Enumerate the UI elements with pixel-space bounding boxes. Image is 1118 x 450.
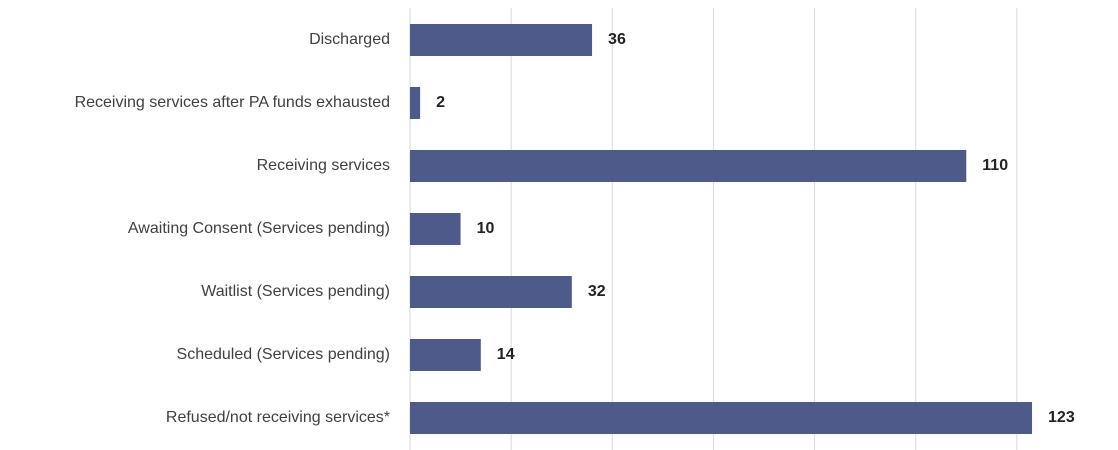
value-label: 10	[477, 220, 495, 237]
value-label: 110	[982, 157, 1008, 174]
value-label: 2	[436, 94, 445, 111]
bar	[410, 402, 1033, 434]
value-label: 123	[1048, 409, 1075, 426]
bar	[410, 87, 421, 119]
bar	[410, 150, 967, 182]
value-label: 36	[608, 31, 626, 48]
bar	[410, 213, 461, 245]
category-label: Refused/not receiving services*	[166, 409, 390, 426]
category-label: Discharged	[309, 31, 390, 48]
bar	[410, 339, 481, 371]
category-label: Receiving services after PA funds exhaus…	[75, 94, 390, 111]
bar	[410, 24, 593, 56]
bar	[410, 276, 572, 308]
category-label: Scheduled (Services pending)	[177, 346, 390, 363]
category-label: Awaiting Consent (Services pending)	[128, 220, 390, 237]
value-label: 32	[588, 283, 606, 300]
value-label: 14	[497, 346, 515, 363]
category-label: Receiving services	[257, 157, 390, 174]
category-label: Waitlist (Services pending)	[201, 283, 390, 300]
